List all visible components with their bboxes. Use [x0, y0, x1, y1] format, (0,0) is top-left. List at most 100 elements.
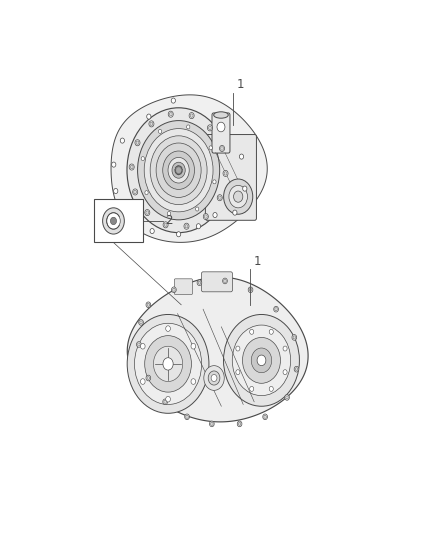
Circle shape: [213, 180, 216, 184]
Circle shape: [237, 421, 242, 427]
Circle shape: [293, 336, 296, 339]
Circle shape: [236, 346, 240, 351]
Circle shape: [211, 375, 217, 382]
Circle shape: [196, 224, 201, 229]
Circle shape: [209, 146, 212, 150]
Circle shape: [153, 346, 183, 382]
Circle shape: [175, 166, 182, 175]
Circle shape: [134, 324, 201, 405]
Circle shape: [250, 386, 254, 391]
Circle shape: [195, 207, 199, 211]
Circle shape: [292, 335, 297, 340]
Circle shape: [147, 303, 150, 306]
Circle shape: [173, 288, 175, 292]
FancyBboxPatch shape: [174, 279, 192, 295]
Text: 1: 1: [253, 255, 261, 268]
Circle shape: [141, 157, 145, 160]
Circle shape: [150, 122, 153, 126]
Circle shape: [184, 223, 189, 229]
Circle shape: [251, 348, 272, 373]
Circle shape: [177, 232, 181, 237]
FancyBboxPatch shape: [201, 272, 233, 292]
Circle shape: [224, 179, 253, 214]
Circle shape: [257, 355, 266, 366]
Circle shape: [294, 366, 299, 372]
Circle shape: [209, 421, 214, 427]
Circle shape: [140, 321, 142, 324]
Circle shape: [136, 141, 139, 144]
Circle shape: [146, 211, 149, 214]
Text: 2: 2: [165, 214, 173, 228]
Circle shape: [198, 281, 201, 284]
Circle shape: [113, 189, 118, 193]
FancyBboxPatch shape: [205, 134, 256, 220]
Circle shape: [285, 394, 290, 400]
Circle shape: [150, 136, 207, 205]
Circle shape: [120, 138, 124, 143]
Circle shape: [146, 302, 151, 308]
Circle shape: [164, 223, 167, 227]
Circle shape: [185, 414, 189, 419]
Circle shape: [107, 213, 120, 229]
Circle shape: [146, 375, 151, 381]
Circle shape: [219, 146, 225, 151]
Polygon shape: [111, 95, 267, 243]
Circle shape: [229, 185, 247, 208]
Circle shape: [156, 143, 201, 197]
Bar: [94, 199, 143, 243]
Ellipse shape: [214, 112, 228, 118]
Circle shape: [127, 314, 209, 413]
Circle shape: [185, 224, 188, 228]
Circle shape: [134, 190, 137, 193]
Circle shape: [221, 147, 223, 150]
Circle shape: [232, 325, 291, 395]
Circle shape: [127, 213, 131, 217]
Circle shape: [169, 112, 172, 116]
Circle shape: [147, 376, 150, 379]
Circle shape: [223, 171, 228, 176]
Circle shape: [168, 111, 173, 117]
Circle shape: [204, 366, 224, 390]
Circle shape: [145, 191, 148, 195]
Circle shape: [213, 213, 217, 217]
Circle shape: [208, 125, 212, 131]
Circle shape: [147, 114, 151, 119]
Circle shape: [191, 379, 196, 384]
Circle shape: [236, 370, 240, 375]
Circle shape: [250, 329, 254, 334]
Circle shape: [243, 337, 280, 383]
Circle shape: [159, 130, 162, 133]
Circle shape: [110, 217, 117, 224]
Circle shape: [167, 212, 171, 215]
Circle shape: [138, 120, 219, 220]
Circle shape: [283, 370, 287, 375]
Circle shape: [224, 279, 226, 282]
Circle shape: [135, 140, 140, 146]
Circle shape: [164, 400, 166, 403]
Circle shape: [168, 157, 189, 183]
Circle shape: [166, 326, 170, 332]
Circle shape: [166, 397, 170, 402]
Circle shape: [150, 229, 154, 233]
Circle shape: [238, 422, 241, 425]
Circle shape: [133, 189, 138, 195]
Circle shape: [171, 98, 176, 103]
Circle shape: [112, 162, 116, 167]
Circle shape: [269, 329, 273, 334]
Circle shape: [275, 308, 277, 311]
Circle shape: [249, 288, 252, 292]
Circle shape: [263, 414, 268, 419]
Circle shape: [145, 336, 191, 392]
Circle shape: [130, 165, 133, 169]
Circle shape: [217, 195, 222, 201]
Circle shape: [223, 314, 300, 406]
Circle shape: [189, 112, 194, 119]
Circle shape: [137, 342, 141, 348]
Circle shape: [141, 343, 145, 349]
Circle shape: [286, 396, 288, 399]
Circle shape: [224, 172, 227, 175]
Circle shape: [295, 368, 298, 371]
Circle shape: [144, 128, 213, 212]
Circle shape: [208, 126, 212, 130]
Circle shape: [208, 371, 220, 385]
